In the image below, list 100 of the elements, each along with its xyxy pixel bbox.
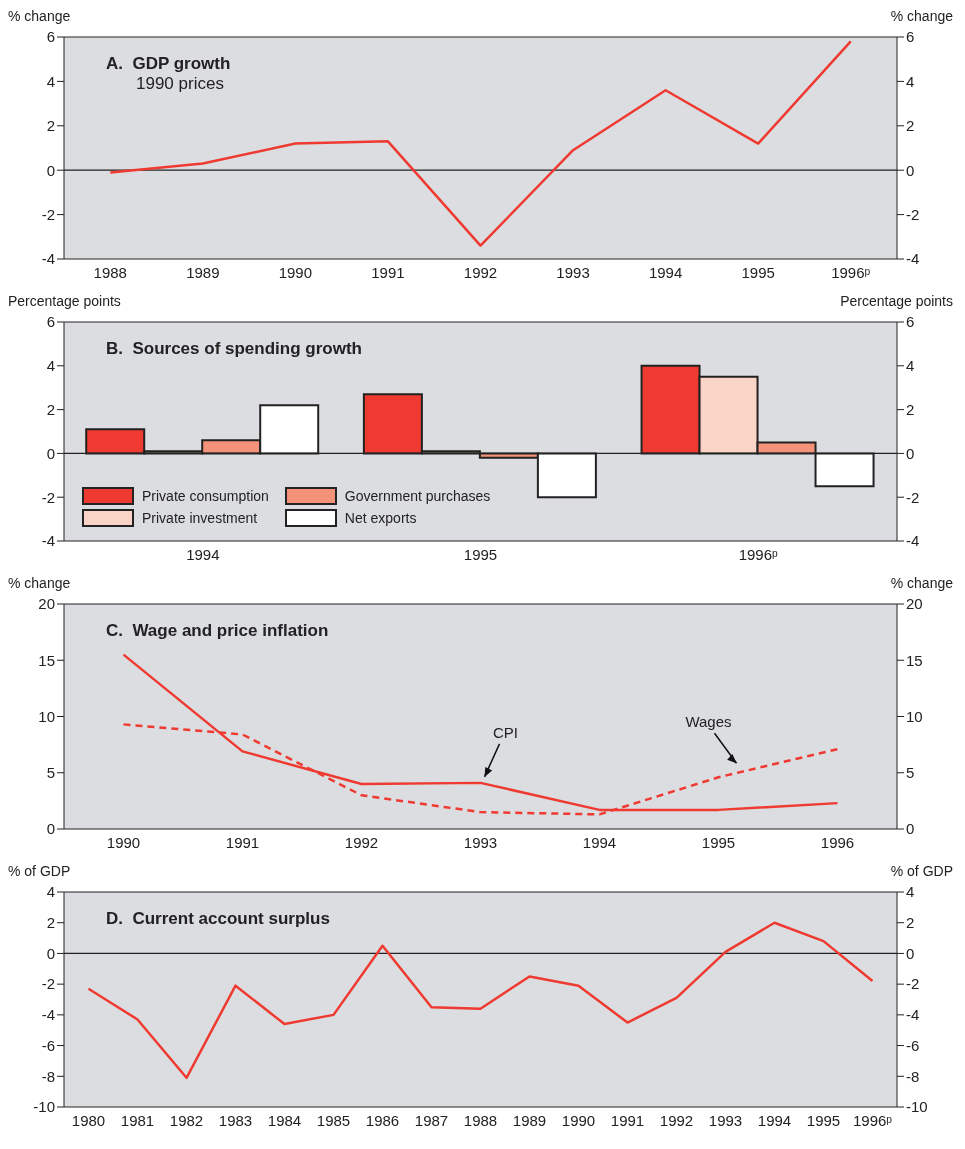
- x-tick-label: 1996ᵖ: [831, 263, 871, 281]
- y-axis-title: % of GDP: [8, 863, 71, 881]
- x-tick-label: 1989: [186, 263, 220, 281]
- y-tick-label: 2: [46, 117, 55, 135]
- y2-tick-label: 15: [906, 651, 923, 669]
- y-tick-label: 0: [46, 444, 55, 462]
- x-tick-label: 1990: [561, 1111, 596, 1129]
- y-tick-label: -2: [41, 205, 55, 223]
- y-axis-title: % change: [8, 8, 71, 26]
- x-tick-label: 1994: [186, 545, 220, 563]
- y2-tick-label: 10: [906, 707, 923, 725]
- x-tick-label: 1986: [365, 1111, 400, 1129]
- x-tick-label: 1995: [463, 545, 498, 563]
- y2-tick-label: -4: [906, 532, 920, 550]
- x-tick-label: 1980: [71, 1111, 106, 1129]
- text: D. Current account surplus: [106, 909, 330, 929]
- x-tick-label: 1993: [556, 263, 590, 281]
- y-tick-label: -2: [41, 975, 55, 993]
- x-tick-label: 1995: [806, 1111, 841, 1129]
- text: C. Wage and price inflation: [106, 621, 329, 641]
- y2-tick-label: 2: [906, 400, 915, 418]
- y-tick-label: 4: [46, 883, 55, 901]
- y-tick-label: 6: [46, 313, 55, 331]
- y2-tick-label: 2: [906, 914, 915, 932]
- x-tick-label: 1994: [582, 833, 617, 851]
- y2-tick-label: 20: [906, 595, 923, 613]
- y-tick-label: 0: [46, 944, 55, 962]
- x-tick-label: 1981: [120, 1111, 155, 1129]
- y2-axis-title: % change: [890, 575, 953, 593]
- y-tick-label: 15: [38, 651, 55, 669]
- legend-label: Private investment: [142, 510, 258, 526]
- x-tick-label: 1994: [757, 1111, 792, 1129]
- x-tick-label: 1990: [106, 833, 141, 851]
- x-tick-label: 1992: [344, 833, 379, 851]
- legend-label: Government purchases: [344, 488, 491, 504]
- y-tick-label: 2: [46, 914, 55, 932]
- x-tick-label: 1990: [278, 263, 313, 281]
- x-tick-label: 1983: [218, 1111, 253, 1129]
- y2-tick-label: 0: [906, 944, 915, 962]
- y2-tick-label: -4: [906, 250, 920, 268]
- x-tick-label: 1985: [316, 1111, 351, 1129]
- y2-tick-label: -8: [906, 1067, 920, 1085]
- y-tick-label: -8: [41, 1067, 55, 1085]
- y2-tick-label: -2: [906, 975, 920, 993]
- y2-tick-label: -2: [906, 205, 920, 223]
- y-tick-label: -6: [41, 1036, 55, 1054]
- y-tick-label: 4: [46, 72, 55, 90]
- y-tick-label: 4: [46, 357, 55, 375]
- y-tick-label: -2: [41, 488, 55, 506]
- y2-tick-label: 0: [906, 161, 915, 179]
- y2-tick-label: 5: [906, 764, 915, 782]
- x-tick-label: 1982: [169, 1111, 204, 1129]
- text: A. GDP growth: [106, 54, 231, 74]
- y2-tick-label: -6: [906, 1036, 920, 1054]
- y2-tick-label: 2: [906, 117, 915, 135]
- y2-tick-label: 0: [906, 820, 915, 838]
- x-tick-label: 1996: [820, 833, 855, 851]
- y-tick-label: -10: [33, 1098, 55, 1116]
- y-axis-title: Percentage points: [8, 293, 121, 311]
- x-tick-label: 1992: [463, 263, 498, 281]
- y2-tick-label: 0: [906, 444, 915, 462]
- y2-tick-label: -10: [906, 1098, 928, 1116]
- x-tick-label: 1996ᵖ: [738, 545, 779, 563]
- x-tick-label: 1988: [93, 263, 127, 281]
- y-tick-label: 0: [46, 820, 55, 838]
- x-tick-label: 1993: [708, 1111, 743, 1129]
- x-tick-label: 1987: [414, 1111, 449, 1129]
- y2-tick-label: -2: [906, 488, 920, 506]
- x-tick-label: 1992: [659, 1111, 694, 1129]
- y-tick-label: 5: [46, 764, 55, 782]
- legend-label: Private consumption: [142, 488, 269, 504]
- y-tick-label: 6: [46, 28, 55, 46]
- y2-tick-label: 4: [906, 357, 915, 375]
- x-tick-label: 1991: [371, 263, 405, 281]
- x-tick-label: 1988: [463, 1111, 498, 1129]
- y-tick-label: 10: [38, 707, 55, 725]
- x-tick-label: 1996ᵖ: [852, 1111, 893, 1129]
- text: Wages: [685, 713, 732, 731]
- x-tick-label: 1984: [267, 1111, 302, 1129]
- y-tick-label: -4: [41, 1006, 55, 1024]
- y2-tick-label: 4: [906, 72, 915, 90]
- y-tick-label: -4: [41, 532, 55, 550]
- y-tick-label: 20: [38, 595, 55, 613]
- y2-tick-label: -4: [906, 1006, 920, 1024]
- text: B. Sources of spending growth: [106, 339, 362, 359]
- x-tick-label: 1989: [512, 1111, 547, 1129]
- y-tick-label: -4: [41, 250, 55, 268]
- y2-tick-label: 6: [906, 313, 915, 331]
- text: 1990 prices: [136, 74, 225, 94]
- text: CPI: [492, 723, 519, 741]
- x-tick-label: 1991: [610, 1111, 645, 1129]
- y2-tick-label: 6: [906, 28, 915, 46]
- x-tick-label: 1995: [701, 833, 736, 851]
- x-tick-label: 1991: [225, 833, 260, 851]
- x-tick-label: 1993: [463, 833, 498, 851]
- y2-axis-title: Percentage points: [840, 293, 953, 311]
- y-axis-title: % change: [8, 575, 71, 593]
- x-tick-label: 1994: [648, 263, 683, 281]
- y2-axis-title: % of GDP: [890, 863, 953, 881]
- y-tick-label: 2: [46, 400, 55, 418]
